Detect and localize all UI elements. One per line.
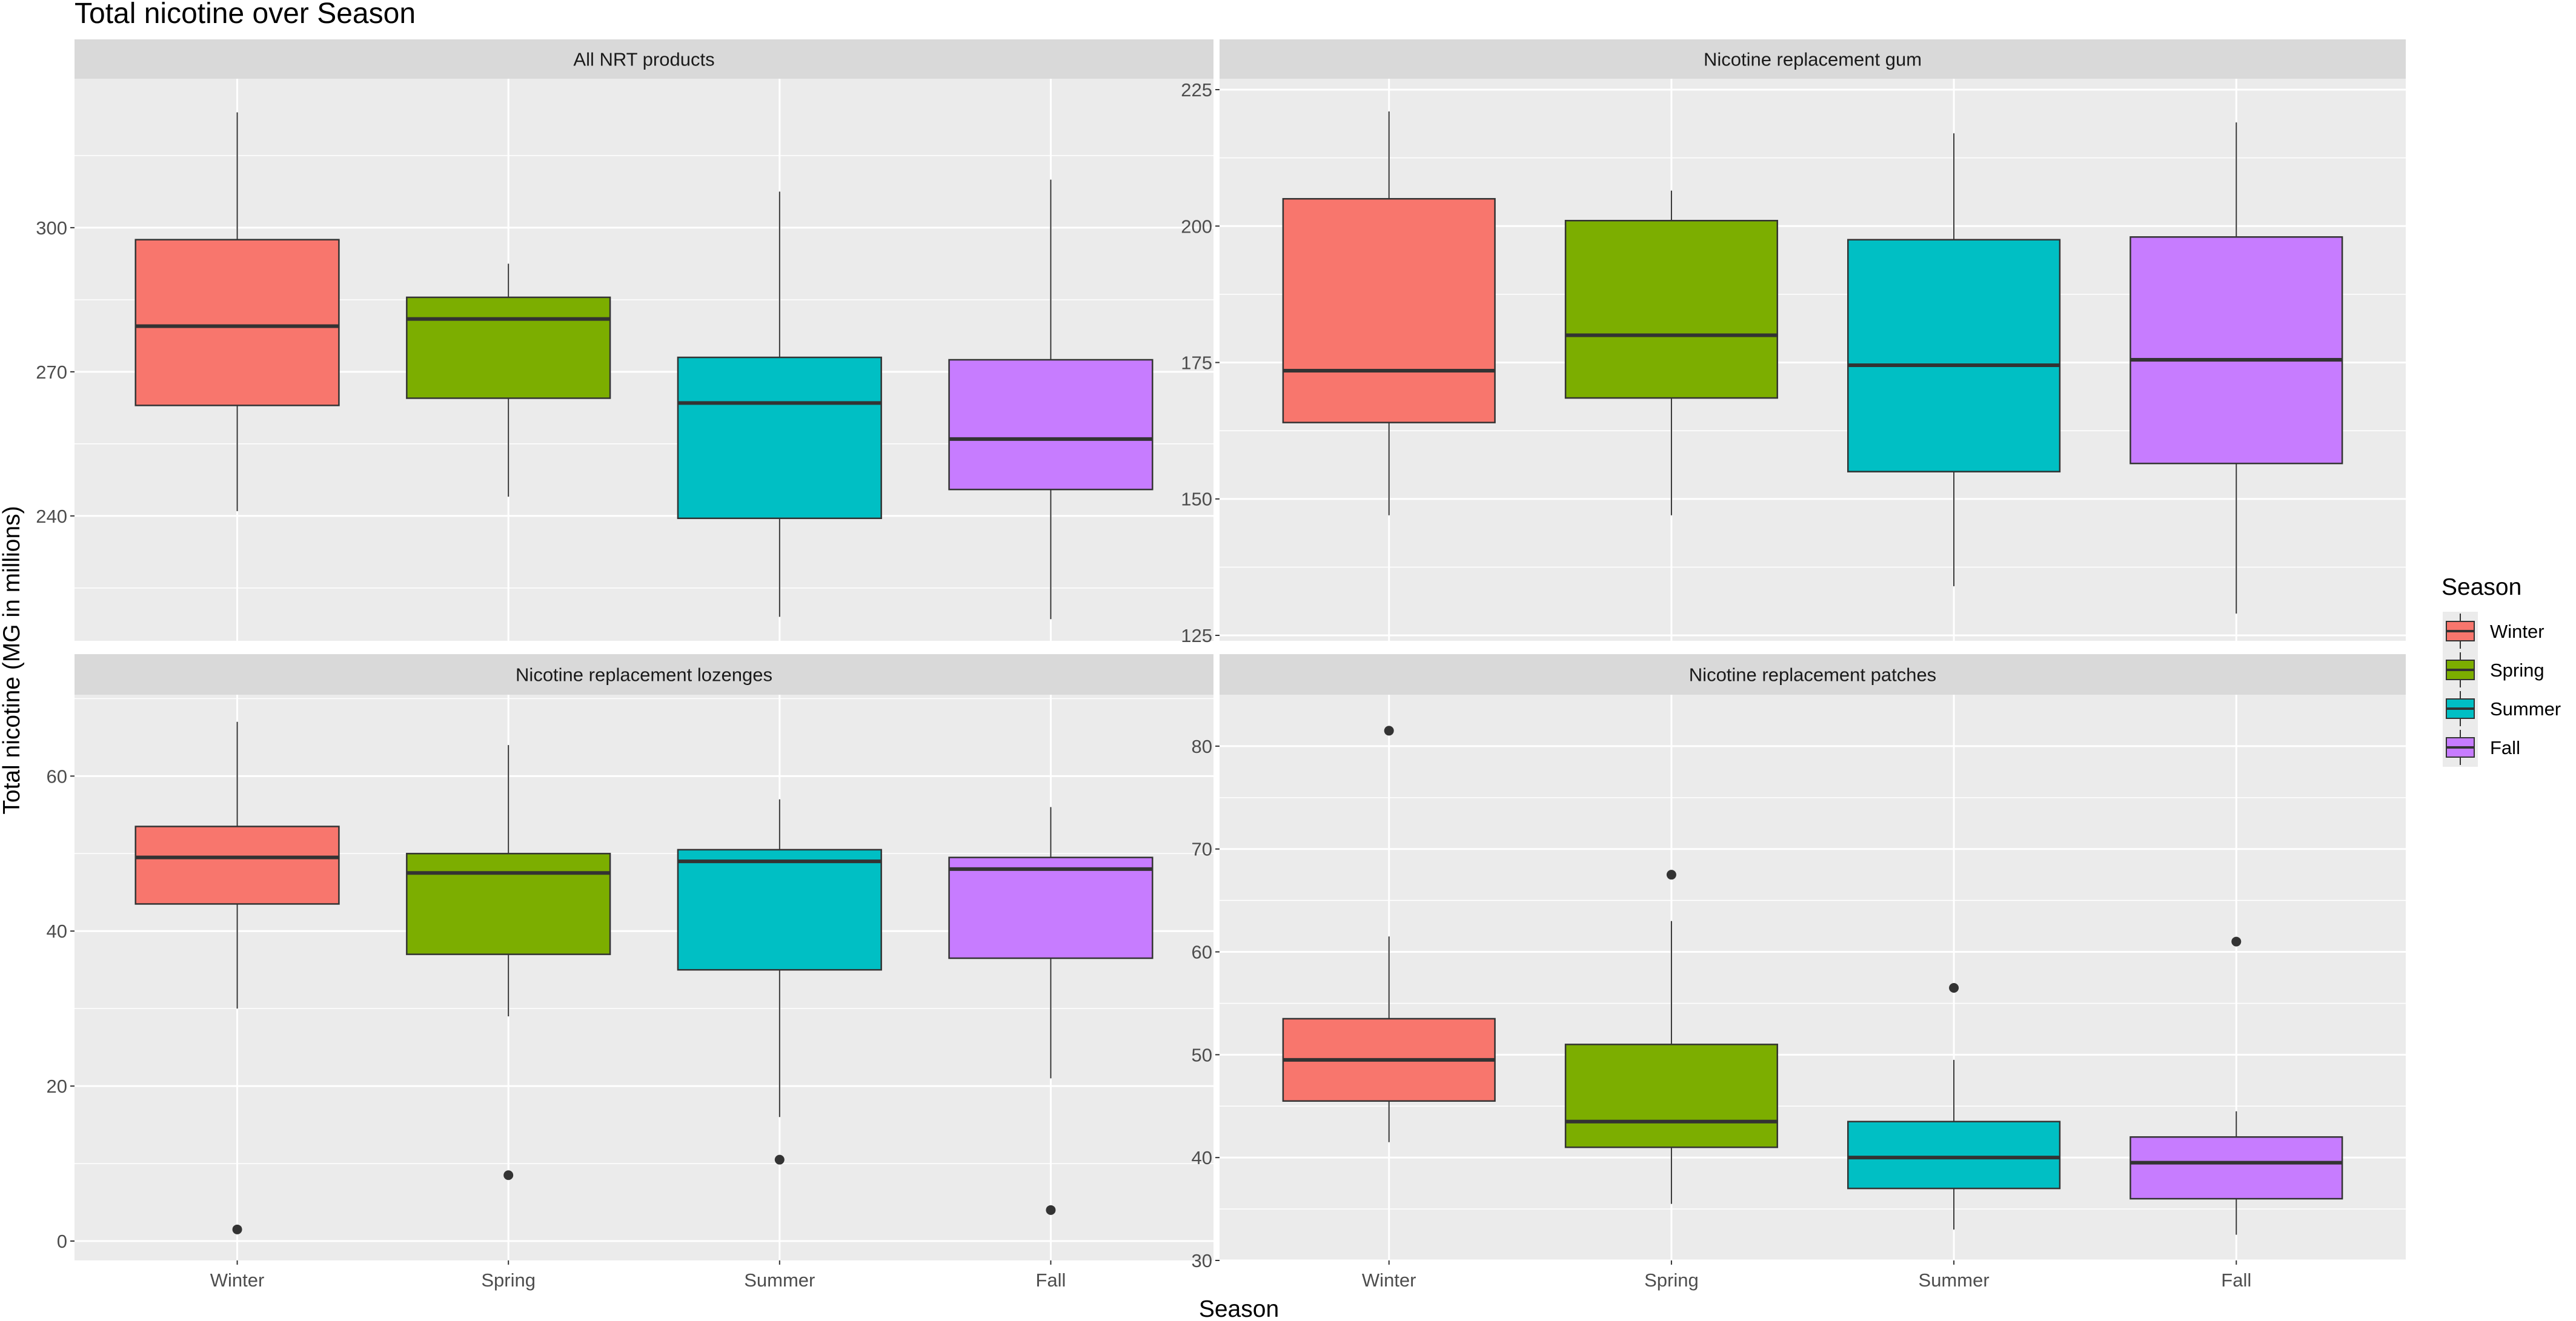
facet-strip [75,654,1213,695]
box-fall [2130,122,2343,614]
legend-label: Spring [2490,660,2544,681]
facet-strip-label: Nicotine replacement gum [1704,49,1922,70]
outlier-point [2231,936,2242,947]
box-body [1564,1044,1778,1148]
box-summer [677,191,882,617]
box-body [2130,236,2343,465]
box-winter [1282,111,1496,515]
y-tick-label: 200 [1181,216,1212,237]
box-body [948,856,1154,959]
y-tick-label: 125 [1181,625,1212,646]
box-summer [1847,982,2061,1230]
y-tick-label: 240 [36,506,67,527]
x-tick-label: Summer [1919,1270,1990,1291]
y-tick-label: 40 [47,921,67,942]
box-body [1847,1121,2061,1190]
y-tick-label: 60 [47,766,67,787]
legend: Season Winter Spring Summer Fall [2442,574,2561,767]
box-winter [134,721,340,1234]
legend-item-winter: Winter [2443,612,2544,651]
box-summer [677,799,882,1165]
x-tick-label: Fall [1035,1270,1066,1291]
x-tick-label: Winter [1362,1270,1416,1291]
outlier-point [1949,982,1959,993]
facet-panel: Nicotine replacement lozenges 0 20 40 60 Wint… [47,654,1213,1291]
box-summer [1847,133,2061,586]
y-tick-label: 150 [1181,489,1212,510]
x-tick-label: Spring [1644,1270,1699,1291]
legend-label: Fall [2490,737,2520,758]
outlier-point [1046,1205,1056,1215]
outlier-point [774,1154,785,1165]
y-tick-label: 20 [47,1076,67,1097]
box-spring [406,745,611,1180]
facet-panel: All NRT products 240 270 300 [36,39,1213,641]
box-spring [406,263,611,497]
y-tick-label: 30 [1192,1250,1212,1271]
y-tick-label: 40 [1192,1147,1212,1168]
y-tick-label: 70 [1192,839,1212,860]
box-body [948,359,1154,491]
box-spring [1564,190,1778,515]
x-tick-label: Winter [210,1270,265,1291]
chart-title: Total nicotine over Season [75,0,416,30]
y-tick-label: 270 [36,362,67,383]
x-tick-label: Fall [2221,1270,2251,1291]
box-fall [2130,936,2343,1235]
facet-strip [1220,654,2406,695]
y-axis-title: Total nicotine (MG in millions) [0,506,25,814]
legend-label: Summer [2490,698,2561,720]
box-fall [948,179,1154,620]
box-body [406,296,611,399]
legend-title: Season [2442,574,2521,600]
facet-strip [1220,39,2406,79]
facet-strip-label: Nicotine replacement patches [1689,664,1936,686]
box-body [677,849,882,971]
box-body [1564,220,1778,399]
box-body [134,826,340,905]
legend-item-fall: Fall [2443,728,2520,767]
y-tick-label: 60 [1192,942,1212,963]
outlier-point [1384,726,1394,736]
outlier-point [1666,870,1676,880]
outlier-point [232,1224,242,1234]
y-tick-label: 50 [1192,1044,1212,1065]
legend-item-summer: Summer [2443,689,2561,728]
box-winter [1282,726,1496,1142]
y-tick-label: 225 [1181,79,1212,101]
facet-panel: Nicotine replacement patches 30 40 50 60 70 80… [1192,654,2406,1291]
box-spring [1564,870,1778,1204]
box-body [2130,1136,2343,1200]
y-tick-label: 300 [36,217,67,239]
facet-strip-label: All NRT products [573,49,714,70]
box-body [1282,197,1496,423]
box-body [134,239,340,406]
box-fall [948,807,1154,1215]
legend-label: Winter [2490,621,2544,642]
y-tick-label: 175 [1181,353,1212,374]
facet-strip-label: Nicotine replacement lozenges [516,664,772,686]
box-body [1847,239,2061,472]
legend-item-spring: Spring [2443,651,2544,689]
x-axis-title: Season [1199,1296,1279,1321]
facet-strip [75,39,1213,79]
y-tick-label: 0 [57,1231,67,1252]
y-tick-label: 80 [1192,736,1212,757]
box-winter [134,112,340,511]
box-body [677,356,882,519]
panel-background [75,695,1213,1260]
box-body [406,853,611,955]
x-tick-label: Spring [481,1270,536,1291]
outlier-point [503,1170,514,1180]
facet-panel: Nicotine replacement gum 125 150 175 200 225 [1181,39,2406,646]
x-tick-label: Summer [744,1270,815,1291]
